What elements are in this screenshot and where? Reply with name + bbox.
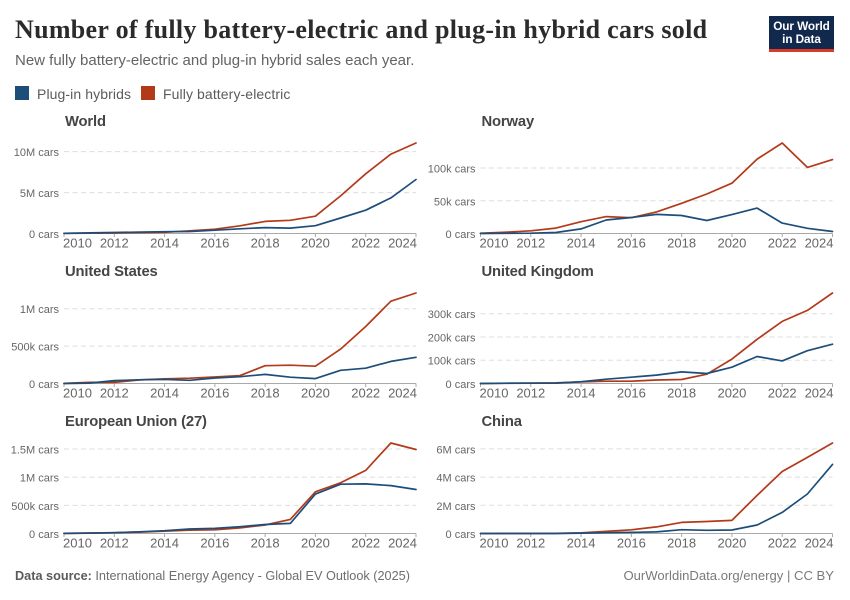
svg-text:2022: 2022 — [351, 386, 380, 401]
svg-text:2024: 2024 — [388, 536, 417, 551]
svg-text:1M cars: 1M cars — [20, 473, 60, 485]
svg-text:2018: 2018 — [251, 536, 280, 551]
svg-text:2010: 2010 — [63, 536, 92, 551]
svg-text:0 cars: 0 cars — [29, 229, 59, 241]
svg-text:2018: 2018 — [251, 236, 280, 251]
svg-text:2020: 2020 — [717, 386, 746, 401]
svg-text:2012: 2012 — [516, 236, 545, 251]
svg-text:6M cars: 6M cars — [436, 444, 476, 456]
svg-text:2010: 2010 — [480, 386, 509, 401]
svg-text:2012: 2012 — [100, 536, 129, 551]
svg-text:2018: 2018 — [667, 386, 696, 401]
svg-text:2020: 2020 — [717, 536, 746, 551]
svg-text:2016: 2016 — [617, 386, 646, 401]
svg-text:200k cars: 200k cars — [428, 332, 476, 344]
svg-text:2016: 2016 — [617, 236, 646, 251]
svg-text:2016: 2016 — [617, 536, 646, 551]
svg-text:2022: 2022 — [768, 536, 797, 551]
svg-text:2M cars: 2M cars — [436, 501, 476, 513]
svg-text:300k cars: 300k cars — [428, 309, 476, 321]
svg-text:0 cars: 0 cars — [29, 529, 59, 541]
svg-text:1.5M cars: 1.5M cars — [11, 444, 60, 456]
svg-text:2012: 2012 — [100, 236, 129, 251]
svg-text:2014: 2014 — [150, 386, 179, 401]
svg-text:2010: 2010 — [480, 536, 509, 551]
svg-text:2022: 2022 — [768, 236, 797, 251]
svg-text:2024: 2024 — [805, 536, 834, 551]
svg-text:2012: 2012 — [100, 386, 129, 401]
svg-text:2014: 2014 — [567, 236, 596, 251]
svg-text:2012: 2012 — [516, 536, 545, 551]
svg-text:2014: 2014 — [567, 536, 596, 551]
svg-text:2016: 2016 — [200, 236, 229, 251]
svg-text:2022: 2022 — [351, 236, 380, 251]
svg-text:2024: 2024 — [805, 236, 834, 251]
svg-text:World: World — [65, 114, 106, 130]
svg-text:2022: 2022 — [351, 536, 380, 551]
svg-text:2016: 2016 — [200, 386, 229, 401]
svg-text:2020: 2020 — [301, 236, 330, 251]
svg-text:2022: 2022 — [768, 386, 797, 401]
svg-text:10M cars: 10M cars — [14, 147, 60, 159]
svg-text:2012: 2012 — [516, 386, 545, 401]
svg-text:China: China — [482, 414, 523, 430]
svg-text:2024: 2024 — [388, 236, 417, 251]
svg-text:United States: United States — [65, 264, 158, 280]
svg-text:2010: 2010 — [63, 236, 92, 251]
svg-text:2010: 2010 — [63, 386, 92, 401]
svg-text:2014: 2014 — [567, 386, 596, 401]
svg-text:2010: 2010 — [480, 236, 509, 251]
svg-text:2016: 2016 — [200, 536, 229, 551]
svg-text:4M cars: 4M cars — [436, 473, 476, 485]
svg-text:2018: 2018 — [251, 386, 280, 401]
svg-text:United Kingdom: United Kingdom — [482, 264, 594, 280]
svg-text:5M cars: 5M cars — [20, 188, 60, 200]
svg-text:2020: 2020 — [717, 236, 746, 251]
svg-text:50k cars: 50k cars — [434, 196, 476, 208]
svg-text:0 cars: 0 cars — [446, 229, 476, 241]
svg-text:2018: 2018 — [667, 236, 696, 251]
svg-text:0 cars: 0 cars — [446, 529, 476, 541]
svg-text:2014: 2014 — [150, 236, 179, 251]
svg-text:2020: 2020 — [301, 386, 330, 401]
svg-text:2018: 2018 — [667, 536, 696, 551]
svg-text:European Union (27): European Union (27) — [65, 414, 207, 430]
svg-text:100k cars: 100k cars — [428, 356, 476, 368]
svg-text:2014: 2014 — [150, 536, 179, 551]
svg-text:2024: 2024 — [805, 386, 834, 401]
svg-text:1M cars: 1M cars — [20, 304, 60, 316]
svg-text:2024: 2024 — [388, 386, 417, 401]
svg-text:2020: 2020 — [301, 536, 330, 551]
svg-text:Norway: Norway — [482, 114, 535, 130]
svg-text:0 cars: 0 cars — [29, 379, 59, 391]
svg-text:100k cars: 100k cars — [428, 164, 476, 176]
svg-text:500k cars: 500k cars — [11, 342, 59, 354]
svg-text:500k cars: 500k cars — [11, 501, 59, 513]
svg-text:0 cars: 0 cars — [446, 379, 476, 391]
